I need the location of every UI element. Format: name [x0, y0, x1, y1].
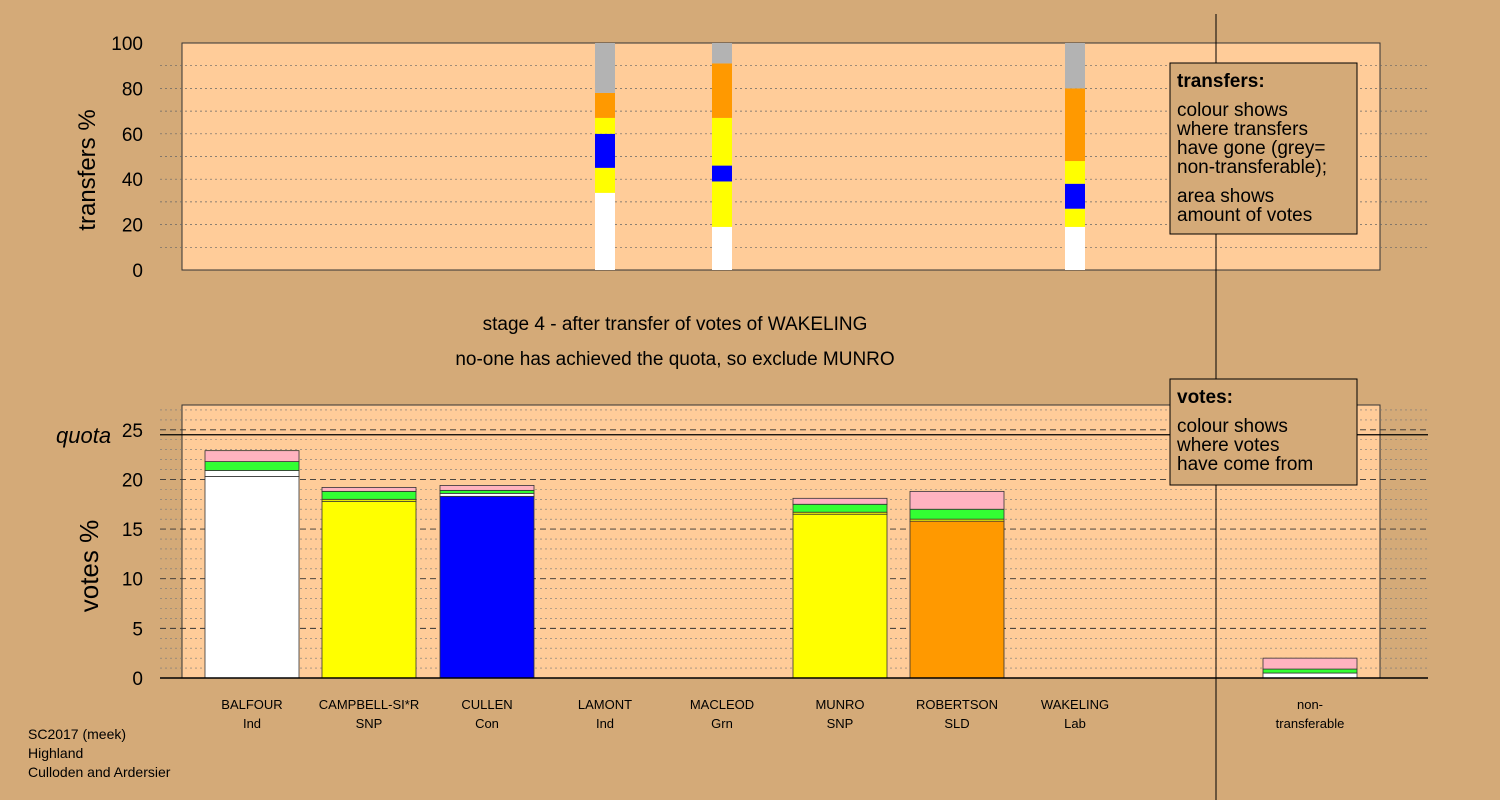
votes-y-tick-label: 25	[122, 421, 143, 442]
candidate-party: SNP	[827, 716, 854, 731]
candidate-name: MACLEOD	[690, 697, 754, 712]
vote-segment	[909, 520, 1005, 679]
vote-segment	[321, 490, 417, 500]
votes-panel: 0 5 10 15 20 25 BALFOUR Ind CAMPBELL-SI*R SNP CUL…	[56, 404, 1428, 731]
candidate-name: CAMPBELL-SI*R	[319, 697, 419, 712]
transfers-legend: transfers: colour shows where transfers …	[1169, 62, 1358, 235]
votes-y-tick-label: 10	[122, 570, 143, 591]
transfer-segment	[595, 133, 615, 168]
transfers-y-tick-label: 20	[122, 216, 143, 237]
candidate-party: Con	[475, 716, 499, 731]
transfer-segment	[1065, 43, 1085, 89]
quota-label: quota	[56, 423, 111, 448]
transfer-segment	[712, 63, 732, 118]
transfers-y-tick-label: 80	[122, 79, 143, 100]
transfers-y-ticks: 0 20 40 60 80 100	[111, 34, 143, 282]
votes-legend-line: have come from	[1177, 454, 1313, 475]
transfers-legend-title: transfers:	[1177, 71, 1265, 92]
votes-y-tick-label: 0	[132, 669, 143, 690]
candidate-labels: BALFOUR Ind CAMPBELL-SI*R SNP CULLEN Con LAMON…	[221, 697, 1109, 731]
footer-council: Highland	[28, 745, 83, 761]
votes-y-tick-label: 15	[122, 520, 143, 541]
vote-segment	[321, 500, 417, 679]
candidate-party: Ind	[243, 716, 261, 731]
transfer-segment	[595, 167, 615, 193]
footer-election: SC2017 (meek)	[28, 726, 126, 742]
transfers-y-tick-label: 60	[122, 125, 143, 146]
transfer-segment	[1065, 88, 1085, 162]
nontransferable-label-line2: transferable	[1276, 716, 1345, 731]
transfers-legend-line: have gone (grey=	[1177, 138, 1325, 159]
transfer-segment	[595, 192, 615, 270]
transfers-columns	[595, 43, 1085, 270]
candidate-party: Grn	[711, 716, 733, 731]
transfer-segment	[712, 165, 732, 182]
transfer-segment	[1065, 208, 1085, 227]
votes-legend: votes: colour shows where votes have com…	[1169, 378, 1358, 486]
transfers-y-axis-label: transfers %	[74, 109, 101, 230]
vote-segment	[792, 503, 888, 513]
votes-y-axis-label: votes %	[74, 520, 104, 613]
candidate-name: MUNRO	[815, 697, 864, 712]
vote-segment	[439, 492, 535, 497]
vote-segment	[909, 490, 1005, 510]
vote-segment	[204, 470, 300, 477]
vote-segment	[204, 450, 300, 462]
transfer-segment	[1065, 161, 1085, 184]
vote-segment	[439, 485, 535, 491]
candidate-party: Lab	[1064, 716, 1086, 731]
vote-segment	[1262, 668, 1358, 674]
transfers-y-tick-label: 100	[111, 34, 143, 55]
nontransferable-label-line1: non-	[1297, 697, 1323, 712]
candidate-name: CULLEN	[461, 697, 512, 712]
candidate-party: SLD	[944, 716, 969, 731]
transfers-legend-line: where transfers	[1176, 119, 1308, 140]
vote-segment	[909, 508, 1005, 520]
vote-segment	[204, 476, 300, 679]
vote-segment	[792, 513, 888, 679]
vote-segment	[1262, 657, 1358, 670]
footer-ward: Culloden and Ardersier	[28, 764, 171, 780]
vote-segment	[321, 486, 417, 492]
candidate-party: Ind	[596, 716, 614, 731]
votes-legend-line: colour shows	[1177, 416, 1288, 437]
transfer-segment	[712, 181, 732, 227]
candidate-name: LAMONT	[578, 697, 632, 712]
transfer-segment	[1065, 183, 1085, 209]
vote-segment	[204, 461, 300, 471]
transfers-legend-line: amount of votes	[1177, 205, 1312, 226]
transfer-segment	[712, 43, 732, 64]
stage-caption: stage 4 - after transfer of votes of WAK…	[483, 314, 868, 335]
votes-y-ticks: 0 5 10 15 20 25	[122, 421, 143, 690]
vote-segment	[439, 495, 535, 679]
votes-y-tick-label: 5	[132, 619, 143, 640]
votes-legend-title: votes:	[1177, 387, 1233, 408]
votes-legend-line: where votes	[1176, 435, 1279, 456]
votes-y-tick-label: 20	[122, 470, 143, 491]
transfer-segment	[712, 226, 732, 270]
transfer-segment	[1065, 226, 1085, 270]
candidate-party: SNP	[356, 716, 383, 731]
vote-segment	[792, 497, 888, 505]
vote-segment	[439, 489, 535, 494]
candidate-name: BALFOUR	[221, 697, 282, 712]
transfer-segment	[595, 117, 615, 134]
transfers-legend-line: non-transferable);	[1177, 157, 1327, 178]
transfer-segment	[595, 92, 615, 118]
transfer-segment	[595, 43, 615, 93]
transfers-y-tick-label: 40	[122, 170, 143, 191]
candidate-name: WAKELING	[1041, 697, 1109, 712]
candidate-name: ROBERTSON	[916, 697, 998, 712]
transfers-legend-line: area shows	[1177, 186, 1274, 207]
transfers-y-tick-label: 0	[132, 261, 143, 282]
transfers-legend-line: colour shows	[1177, 100, 1288, 121]
exclusion-caption: no-one has achieved the quota, so exclud…	[455, 349, 894, 370]
transfer-segment	[712, 117, 732, 166]
